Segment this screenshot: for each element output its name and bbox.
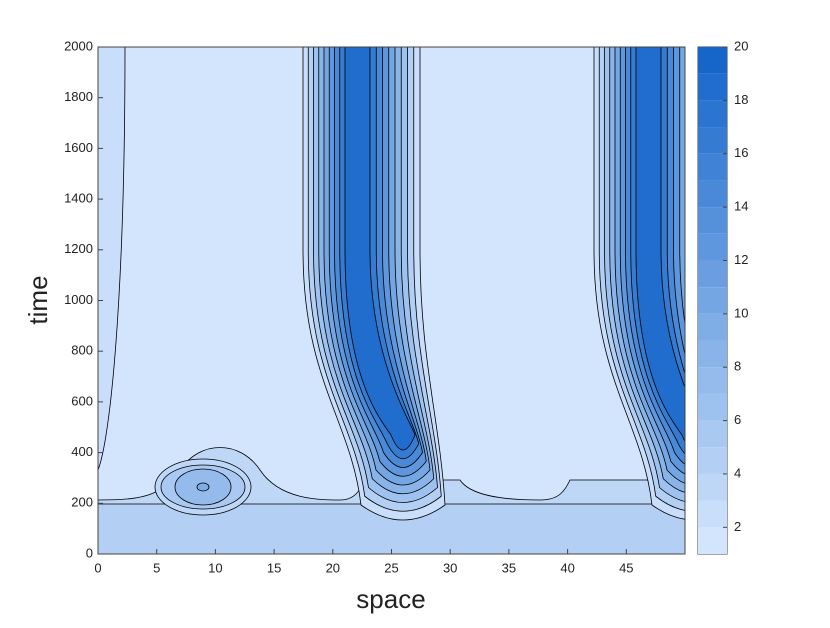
colorbar-band [698, 393, 727, 421]
contour-region [196, 482, 210, 492]
contour-region [344, 47, 416, 451]
y-tick-label: 600 [71, 393, 93, 408]
colorbar-band [698, 260, 727, 288]
y-tick-label: 2000 [64, 38, 93, 53]
colorbar-band [698, 340, 727, 368]
colorbar-tick-label: 4 [734, 465, 741, 480]
y-tick-label: 1200 [64, 241, 93, 256]
colorbar-band [698, 367, 727, 394]
contour-region [98, 503, 685, 554]
colorbar-band [698, 180, 727, 208]
colorbar-band [698, 420, 727, 448]
colorbar-tick-label: 18 [734, 92, 748, 107]
colorbar-band [698, 233, 727, 261]
colorbar-tick-label: 16 [734, 145, 748, 160]
colorbar-tick-label: 14 [734, 199, 748, 214]
colorbar-band [698, 447, 727, 474]
colorbar-band [698, 207, 727, 234]
colorbar-tick-label: 20 [734, 38, 748, 53]
y-tick-label: 1400 [64, 191, 93, 206]
colorbar-band [698, 313, 727, 341]
x-tick-label: 30 [443, 560, 457, 575]
y-tick-label: 800 [71, 343, 93, 358]
y-tick-label: 0 [86, 545, 93, 560]
contour-region [635, 47, 685, 443]
y-tick-label: 1800 [64, 89, 93, 104]
colorbar-band [698, 287, 727, 314]
x-tick-label: 5 [153, 560, 160, 575]
y-tick-label: 400 [71, 444, 93, 459]
colorbar-tick-label: 12 [734, 252, 748, 267]
y-axis-label: time [23, 275, 53, 324]
colorbar-band [698, 153, 727, 181]
colorbar-tick-label: 8 [734, 359, 741, 374]
colorbar-band [698, 73, 727, 101]
colorbar-band [698, 500, 727, 528]
x-tick-label: 45 [619, 560, 633, 575]
colorbar-band [698, 473, 727, 501]
x-tick-label: 10 [208, 560, 222, 575]
y-tick-label: 200 [71, 495, 93, 510]
colorbar-band [698, 100, 727, 128]
colorbar-tick-label: 2 [734, 519, 741, 534]
colorbar-tick-label: 10 [734, 305, 748, 320]
x-tick-label: 20 [326, 560, 340, 575]
colorbar-tick-label: 6 [734, 412, 741, 427]
y-tick-label: 1000 [64, 292, 93, 307]
x-tick-label: 35 [502, 560, 516, 575]
x-tick-label: 40 [560, 560, 574, 575]
plot-area [98, 47, 685, 554]
x-axis-label: space [356, 584, 425, 614]
x-tick-label: 0 [94, 560, 101, 575]
colorbar-band [698, 527, 727, 554]
contour-region [98, 47, 126, 471]
x-tick-label: 25 [384, 560, 398, 575]
x-tick-label: 15 [267, 560, 281, 575]
colorbar-band [698, 127, 727, 154]
colorbar-band [698, 47, 727, 74]
y-tick-label: 1600 [64, 140, 93, 155]
